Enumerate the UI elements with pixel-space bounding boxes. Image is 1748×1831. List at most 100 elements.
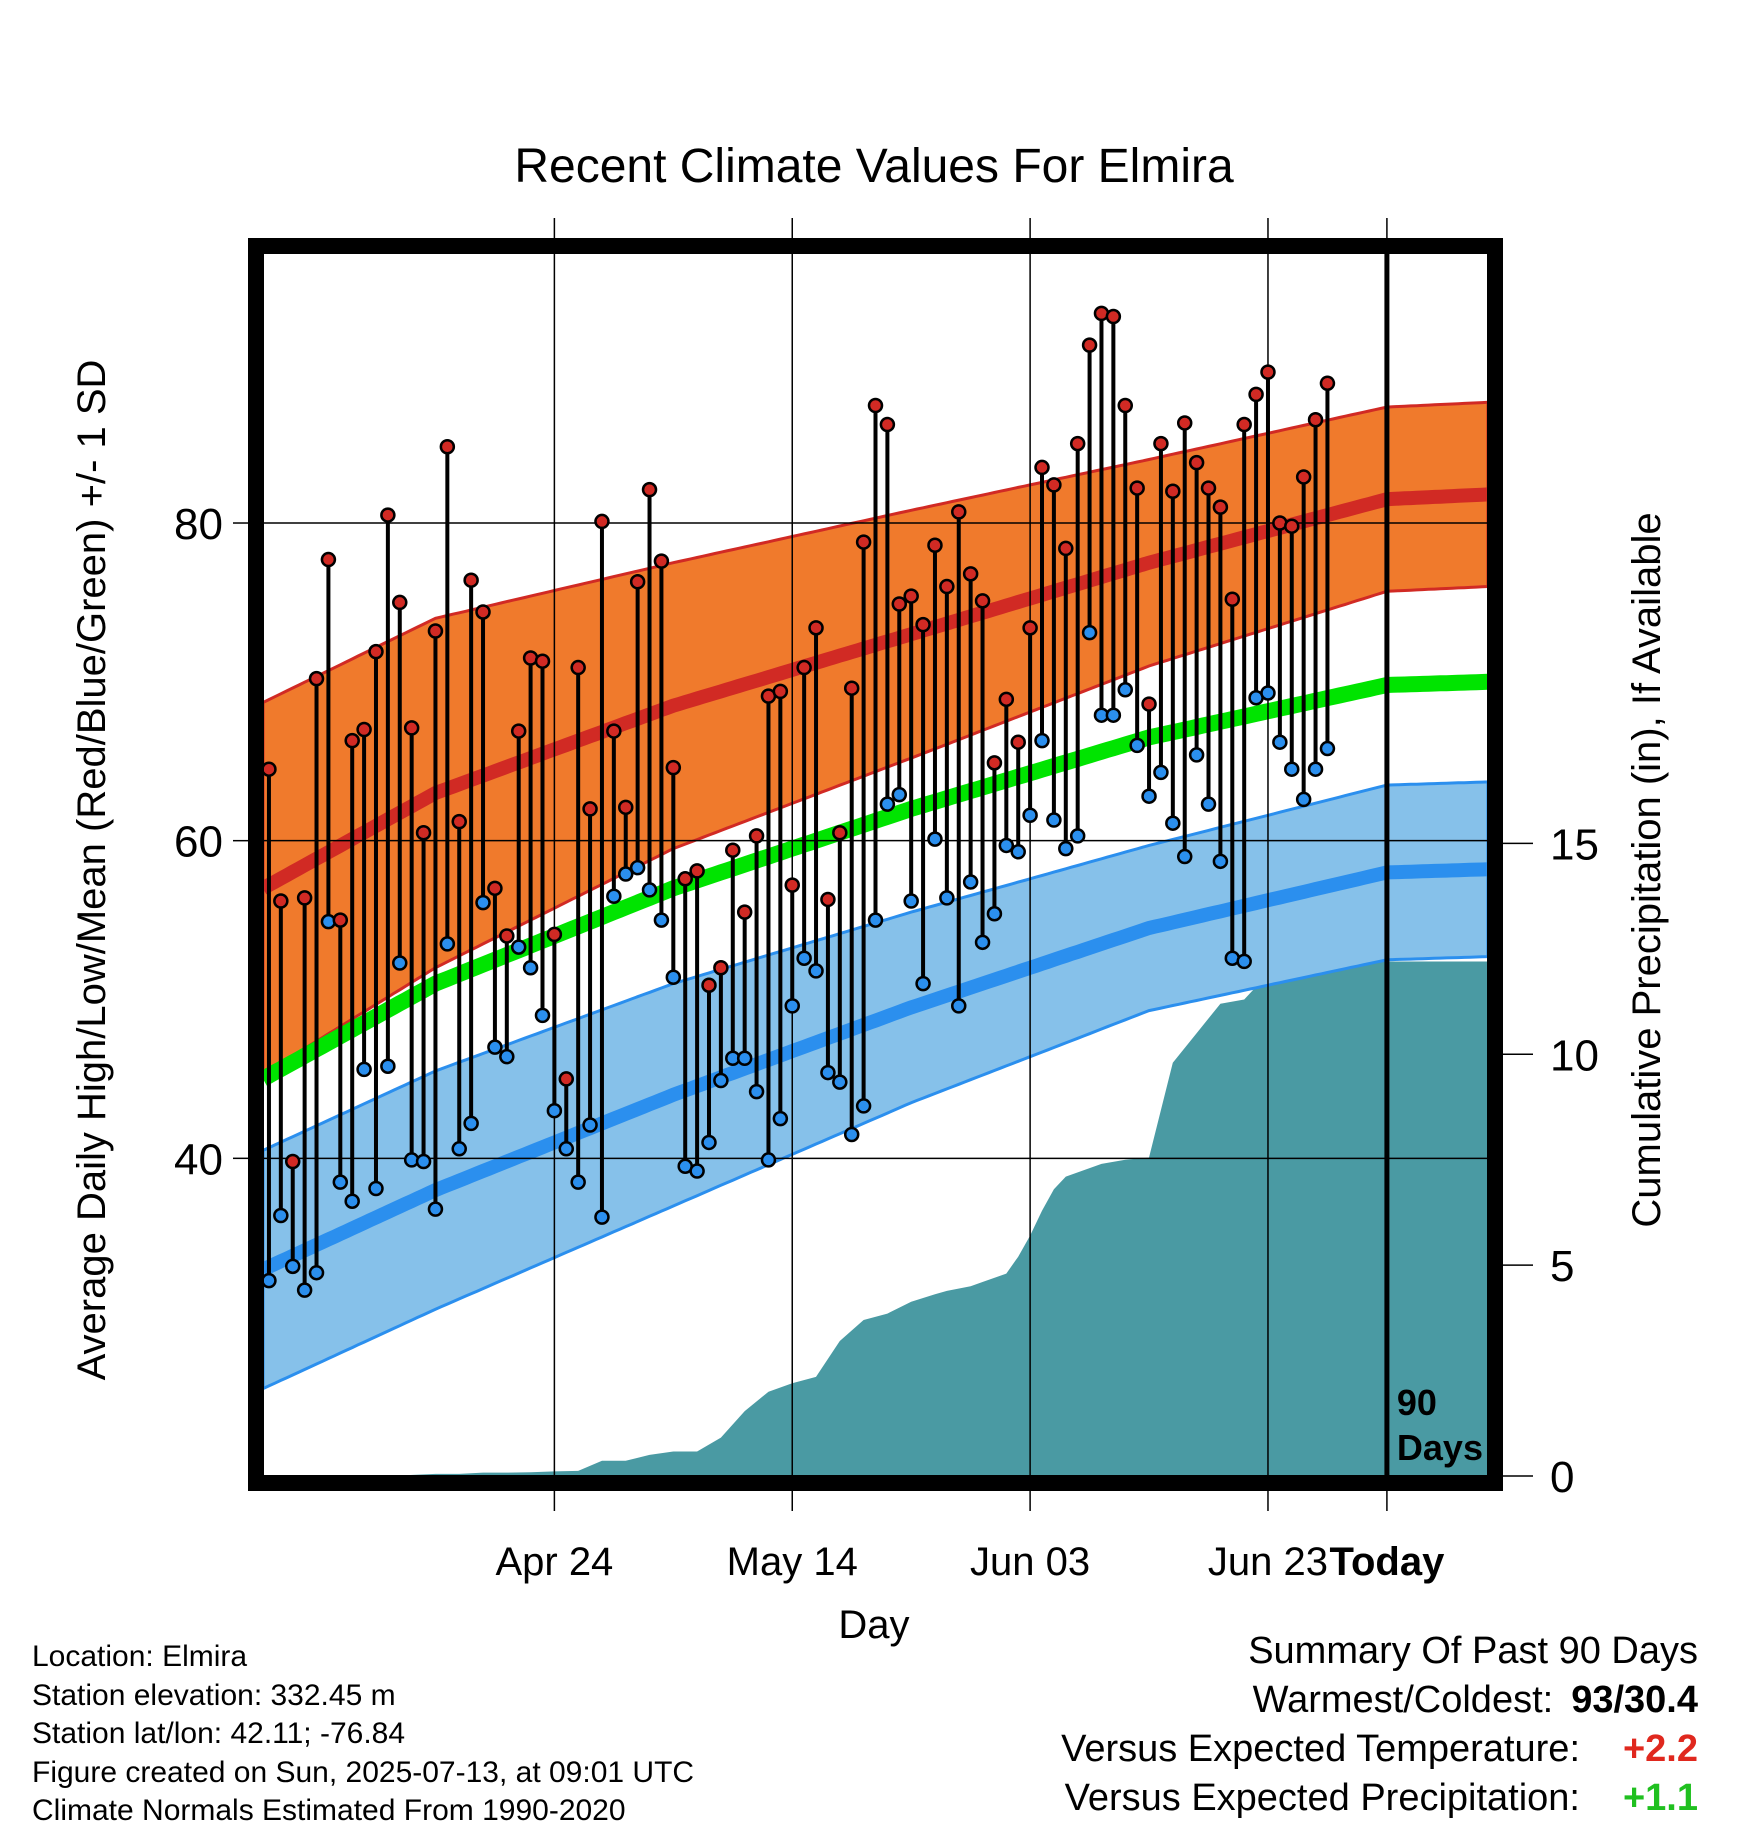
daily-high-point <box>736 904 753 920</box>
cumulative-precip-area <box>268 961 1488 1476</box>
daily-low-point <box>1022 807 1038 824</box>
daily-high-point <box>1200 480 1217 496</box>
y-tick-label: 40 <box>174 1135 223 1184</box>
daily-high-point <box>1319 375 1336 391</box>
daily-low-point <box>915 975 931 992</box>
daily-high-point <box>344 732 360 749</box>
daily-high-point <box>499 928 515 944</box>
daily-high-point <box>1176 415 1193 431</box>
daily-high-point <box>1081 337 1098 353</box>
daily-low-point <box>701 1134 717 1151</box>
precip-vs-expected-value: +1.1 <box>1622 1777 1698 1819</box>
station-metadata: Location: Elmira Station elevation: 332.… <box>32 1638 694 1831</box>
daily-high-point <box>284 1153 301 1170</box>
daily-low-point <box>951 998 967 1014</box>
daily-low-point <box>998 837 1015 854</box>
warmest-coldest-value: 93/30.4 <box>1571 1679 1698 1721</box>
daily-high-point <box>820 891 836 908</box>
daily-low-point <box>1272 734 1288 750</box>
daily-low-point <box>1307 761 1324 777</box>
daily-high-point <box>1165 483 1181 499</box>
daily-low-point <box>903 893 919 909</box>
daily-low-point <box>891 786 908 803</box>
daily-high-point <box>962 566 979 582</box>
x-tick-label: Jun 23 <box>1208 1540 1328 1584</box>
daily-high-point <box>784 877 800 893</box>
daily-high-point <box>475 604 491 620</box>
daily-low-point <box>713 1072 729 1089</box>
daily-high-point <box>1236 416 1252 433</box>
daily-high-point <box>1188 454 1205 471</box>
daily-high-point <box>534 653 551 669</box>
daily-low-point <box>796 950 812 966</box>
daily-low-point <box>689 1163 705 1179</box>
y2-tick-label: 0 <box>1550 1453 1574 1502</box>
daily-high-point <box>1022 620 1038 636</box>
daily-low-point <box>380 1058 396 1074</box>
daily-high-point <box>951 504 967 520</box>
normals-text: Climate Normals Estimated From 1990-2020 <box>32 1794 626 1827</box>
daily-low-point <box>974 934 991 951</box>
daily-low-point <box>641 882 658 898</box>
daily-low-point <box>296 1282 313 1298</box>
daily-high-point <box>1212 499 1229 515</box>
daily-high-point <box>1248 386 1264 403</box>
daily-high-point <box>796 659 812 676</box>
daily-high-point <box>1141 696 1157 712</box>
daily-low-point <box>582 1117 598 1133</box>
daily-low-point <box>760 1152 777 1168</box>
daily-low-point <box>1165 815 1181 831</box>
daily-low-point <box>263 1272 277 1289</box>
daily-low-point <box>1200 796 1217 812</box>
daily-high-point <box>356 721 372 738</box>
daily-high-point <box>998 691 1015 708</box>
daily-high-point <box>1058 540 1074 557</box>
daily-high-point <box>772 683 789 700</box>
daily-high-point <box>570 659 586 676</box>
y2-axis-label: Cumulative Precipitation (in), If Availa… <box>1625 512 1669 1227</box>
daily-high-point <box>308 670 325 687</box>
daily-high-point <box>510 723 527 739</box>
y-tick-label: 60 <box>174 818 223 867</box>
daily-high-point <box>629 574 646 590</box>
daily-low-point <box>534 1007 551 1024</box>
daily-low-point <box>867 912 884 928</box>
daily-low-point <box>784 998 800 1014</box>
daily-low-point <box>617 866 634 882</box>
daily-low-point <box>939 890 955 906</box>
daily-high-point <box>1117 397 1134 414</box>
daily-low-point <box>843 1126 860 1143</box>
daily-high-point <box>451 813 467 830</box>
x-axis-label: Day <box>838 1603 909 1647</box>
daily-high-point <box>487 880 503 897</box>
daily-low-point <box>594 1209 610 1225</box>
daily-low-point <box>427 1201 444 1217</box>
daily-low-point <box>499 1048 515 1065</box>
daily-high-point <box>463 572 479 588</box>
daily-high-point <box>713 959 729 976</box>
daily-low-point <box>487 1039 503 1055</box>
daily-low-point <box>820 1064 836 1081</box>
daily-low-point <box>736 1050 753 1067</box>
daily-high-point <box>1034 459 1050 476</box>
warmest-coldest-label: Warmest/Coldest: <box>1252 1679 1554 1721</box>
daily-high-point <box>665 759 682 776</box>
daily-high-point <box>653 553 670 569</box>
location-text: Location: Elmira <box>32 1640 248 1673</box>
daily-low-point <box>1058 840 1074 857</box>
summary-title: Summary Of Past 90 Days <box>1248 1630 1698 1672</box>
daily-high-point <box>558 1071 575 1087</box>
created-text: Figure created on Sun, 2025-07-13, at 09… <box>32 1755 695 1789</box>
window-label-number: 90 <box>1397 1382 1437 1423</box>
daily-low-point <box>570 1174 586 1190</box>
daily-low-point <box>1236 953 1252 970</box>
daily-high-point <box>582 801 598 817</box>
daily-low-point <box>284 1258 301 1275</box>
daily-high-point <box>677 871 693 887</box>
daily-high-point <box>368 643 384 660</box>
daily-low-point <box>344 1193 360 1209</box>
daily-high-point <box>320 551 337 568</box>
daily-low-point <box>665 969 682 986</box>
daily-high-point <box>641 481 658 498</box>
